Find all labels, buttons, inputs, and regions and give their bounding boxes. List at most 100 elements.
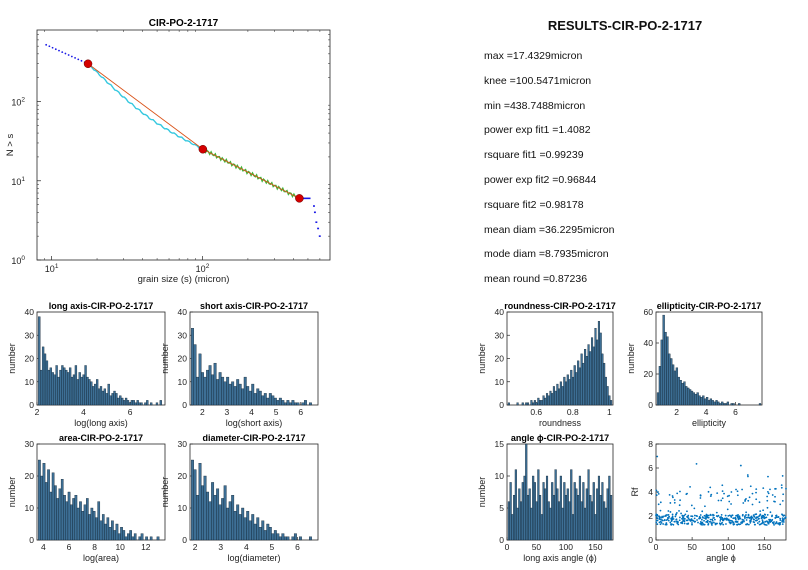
result-power-exp-fit2: power exp fit2 =0.96844 [484,173,597,186]
ellip-bar [726,401,730,406]
area-bar [47,469,50,541]
rf-point [680,512,682,515]
rf-point [781,500,784,502]
rf-point [683,522,686,525]
area-bar [76,507,80,541]
area-bar [74,495,78,541]
loglog-xlabel: grain size (s) (micron) [138,274,230,285]
rf-point [736,494,739,497]
rf-point [725,523,727,525]
area-bar [60,479,64,541]
angle-bar [561,507,564,541]
short-bar [193,344,197,406]
rf-point [726,495,729,498]
long-bar [55,365,58,406]
long-bar [126,400,130,406]
angle-bar [552,495,555,541]
angle-xtick-label: 150 [588,542,602,552]
rf-point [743,520,745,523]
round-bar [547,395,550,406]
rf-point [774,500,776,503]
angle-bar [585,488,588,541]
loglog-marker [198,144,208,154]
rf-point [771,515,773,518]
rf-point [719,519,722,522]
diam-xtick-label: 4 [244,542,249,552]
loglog-head-point [58,49,60,52]
rf-point [781,519,784,522]
rf-point [775,521,778,523]
rf-point [721,490,724,493]
angle-bar [537,469,540,541]
diam-bar [218,504,222,541]
angle-bar [513,495,516,541]
diam-bar [211,482,215,541]
long-bar [86,376,89,406]
loglog-marker [295,194,304,203]
round-bar [537,397,540,406]
long-bar [76,379,79,406]
round-bar [592,346,595,406]
angle-bar [594,514,597,541]
round-bar [604,376,607,406]
rf-point [785,487,787,490]
area-bar [131,536,135,541]
area-bar [156,536,160,541]
rf-point [772,522,775,525]
long-bar [103,388,106,406]
rf-point [762,514,765,517]
area-bar [111,520,114,541]
area-bar [49,491,53,541]
diam-bar [231,495,235,541]
rf-point [670,518,672,520]
rf-point [734,516,737,519]
diam-bar [201,485,204,541]
diam-bar [221,498,225,541]
short-bar [263,393,267,406]
rf-ytick-label: 4 [648,487,653,497]
loglog-head-point [67,54,70,56]
round-bar [606,386,609,406]
area-ytick-label: 20 [25,471,35,481]
angle-bar [558,501,561,541]
short-ytick-label: 40 [178,307,188,317]
short-bar [228,383,232,406]
diam-bar [193,469,197,541]
short-bar [241,388,245,406]
long-bar [92,386,95,406]
rf-point [730,491,733,493]
long-bar [43,353,47,406]
short-bar [223,381,227,406]
rf-point [679,490,681,493]
angle-bar [530,507,533,541]
rf-point [755,488,758,491]
area-ytick-label: 0 [29,535,34,545]
rf-point [699,497,702,499]
angle-ytick-label: 10 [495,471,505,481]
rf-point [727,515,730,517]
angle-bar [603,501,606,541]
long-bar [159,400,162,406]
ellip-bar [677,376,680,406]
ellip-bar [696,392,699,406]
area-bar [70,504,73,541]
rf-point [693,514,696,517]
loglog-xtick-label: 101 [45,263,59,274]
diam-xtick-label: 3 [218,542,223,552]
angle-bar [563,482,566,541]
rf-point [681,515,684,517]
short-bar [243,376,247,406]
rf-point [730,515,732,518]
ellip-bar [704,398,707,406]
long-ytick-label: 0 [29,400,34,410]
short-bar [196,376,199,406]
rf-point [748,496,751,499]
short-bar [203,376,207,406]
rf-point [751,492,754,495]
rf-point [682,516,684,519]
area-bar [83,504,87,541]
rf-point [752,518,755,521]
rf-point [741,488,743,491]
rf-point [689,486,691,488]
ellip-bar [658,366,662,406]
